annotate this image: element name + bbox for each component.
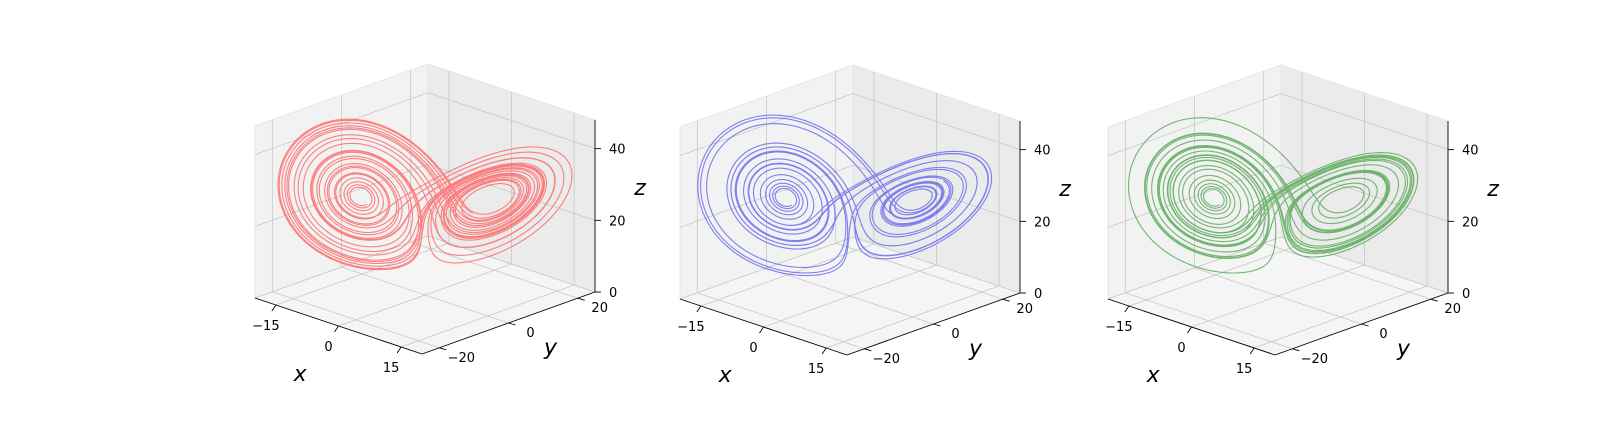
grid-y-floor <box>697 292 865 350</box>
grid-z-wall1 <box>1107 93 1282 157</box>
y-tick <box>508 322 516 326</box>
trajectory-line <box>1127 117 1419 274</box>
z-tick-label: 0 <box>609 286 617 301</box>
y-tick-label: 20 <box>1016 302 1033 317</box>
grid-y-floor <box>766 267 934 325</box>
z-tick-label: 20 <box>1034 215 1051 230</box>
grid-z-wall2 <box>427 92 596 150</box>
y-tick-label: 0 <box>1379 327 1387 342</box>
x-tick-label: −15 <box>1105 320 1132 335</box>
z-axis-label: z <box>1058 177 1071 202</box>
x-tick-label: 0 <box>1177 341 1185 356</box>
y-axis-label: y <box>968 336 983 361</box>
x-tick <box>396 346 402 354</box>
grid-y-floor <box>341 266 509 324</box>
z-tick-label: 40 <box>609 143 626 158</box>
grid-z-wall2 <box>1280 93 1449 151</box>
y-tick-label: 20 <box>591 301 608 316</box>
grid-z-wall1 <box>254 163 429 227</box>
x-axis-label: x <box>1146 363 1161 388</box>
z-tick-label: 0 <box>1034 287 1042 302</box>
z-tick-label: 40 <box>1034 144 1051 159</box>
y-tick <box>864 348 872 352</box>
y-tick-label: −20 <box>1301 352 1328 367</box>
y-tick <box>1002 298 1010 302</box>
x-tick-label: 0 <box>324 340 332 355</box>
y-axis-label: y <box>1396 336 1411 361</box>
grid-z-wall1 <box>679 93 854 157</box>
x-tick <box>334 325 339 333</box>
y-axis-label: y <box>543 335 558 360</box>
grid-z-wall2 <box>852 93 1021 151</box>
x-axis-label: x <box>293 362 308 387</box>
trajectory-line <box>697 114 993 277</box>
y-tick-label: −20 <box>448 351 475 366</box>
y-tick-label: 0 <box>526 326 534 341</box>
y-tick <box>1430 298 1438 302</box>
y-tick-label: −20 <box>873 352 900 367</box>
grid-z-wall1 <box>1107 236 1282 300</box>
grid-z-wall1 <box>254 235 429 299</box>
grid-y-floor <box>1194 267 1362 325</box>
y-tick <box>577 297 585 301</box>
z-axis-label: z <box>633 176 646 201</box>
grid-y-floor <box>1125 292 1293 350</box>
x-tick <box>821 347 827 355</box>
z-tick-label: 20 <box>609 214 626 229</box>
grid-y-floor <box>1263 242 1431 300</box>
x-tick <box>1187 326 1192 334</box>
grid-z-wall1 <box>679 164 854 228</box>
x-tick-label: 15 <box>808 362 825 377</box>
y-tick <box>1361 323 1369 327</box>
z-tick-label: 0 <box>1462 287 1470 302</box>
grid-y-floor <box>410 241 578 299</box>
y-tick <box>933 323 941 327</box>
grid-y-floor <box>272 291 440 349</box>
x-tick-label: 0 <box>749 341 757 356</box>
z-axis-label: z <box>1486 177 1499 202</box>
x-tick <box>696 305 702 313</box>
grid-z-wall2 <box>852 236 1021 294</box>
x-tick <box>759 326 764 334</box>
x-tick <box>1124 305 1130 313</box>
x-tick-label: −15 <box>252 319 279 334</box>
grid-z-wall2 <box>427 235 596 293</box>
y-tick-label: 20 <box>1444 302 1461 317</box>
y-tick-label: 0 <box>951 327 959 342</box>
grid-z-wall2 <box>427 163 596 221</box>
x-tick <box>271 304 277 312</box>
y-tick <box>1292 348 1300 352</box>
grid-z-wall1 <box>679 236 854 300</box>
x-tick-label: −15 <box>677 320 704 335</box>
z-tick-label: 20 <box>1462 215 1479 230</box>
grid-z-wall2 <box>1280 236 1449 294</box>
x-tick <box>1249 347 1255 355</box>
trajectory-line <box>277 118 573 271</box>
x-axis-label: x <box>718 363 733 388</box>
x-tick-label: 15 <box>1236 362 1253 377</box>
y-tick <box>439 347 447 351</box>
z-tick-label: 40 <box>1462 144 1479 159</box>
x-tick-label: 15 <box>383 361 400 376</box>
